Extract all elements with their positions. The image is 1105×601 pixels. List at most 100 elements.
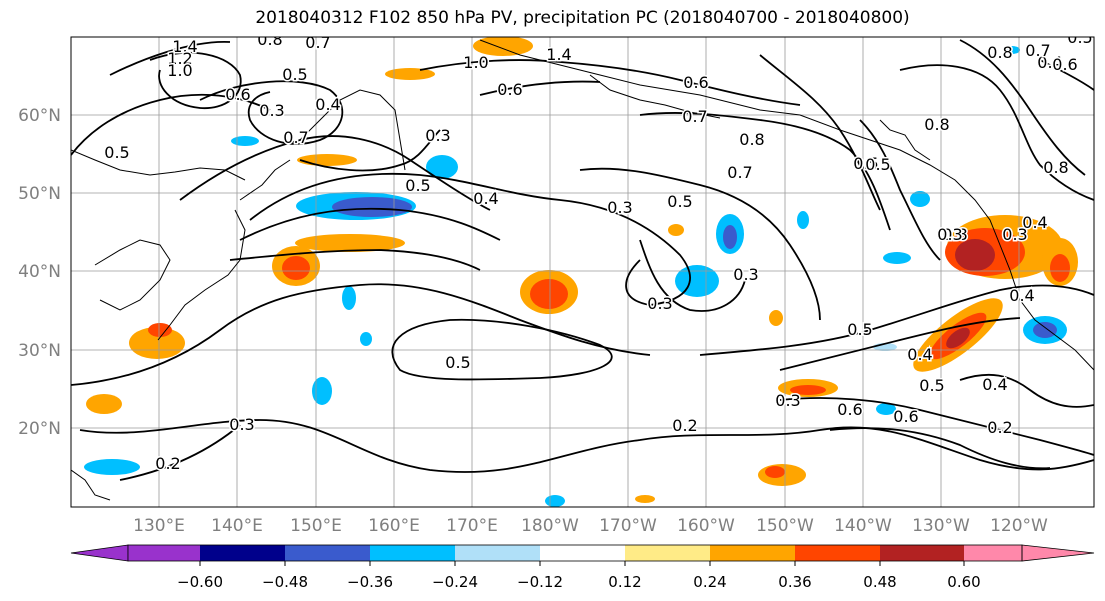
colorbar-tick-label: 0.48: [863, 573, 896, 591]
colorbar-extend-max: [1021, 544, 1095, 562]
contour: [71, 93, 271, 156]
contour-label: 0.2: [155, 454, 180, 473]
shade-patch: [1050, 254, 1070, 282]
contour: [959, 373, 1094, 408]
colorbar-tick-label: −0.60: [177, 573, 223, 591]
lon-label: 160°E: [368, 516, 420, 536]
lon-label: 160°W: [677, 516, 735, 536]
contour-label: 0.3: [937, 225, 962, 244]
contour-label: 0.6: [893, 407, 918, 426]
contour-label: 0.8: [924, 115, 949, 134]
shade-patch: [910, 191, 930, 207]
contour-label: 0.7: [305, 33, 330, 52]
shade-patch: [297, 154, 357, 166]
contour-label: 0.4: [473, 189, 498, 208]
longitude-labels: 130°E 140°E 150°E 160°E 170°E 180°W 170°W 160°W…: [133, 516, 1048, 536]
shade-patch: [332, 197, 412, 217]
plot-frame: [70, 36, 1095, 508]
shade-patch: [1004, 46, 1020, 54]
colorbar-segment: [795, 545, 880, 561]
contour-label: 0.3: [1002, 225, 1027, 244]
lat-label: 60°N: [18, 106, 61, 126]
contour: [179, 135, 491, 211]
contour-label: 0.3: [259, 101, 284, 120]
contour-label: 0.3: [733, 265, 758, 284]
coastline: [157, 209, 246, 341]
colorbar-segment: [710, 545, 795, 561]
contour-label: 0.4: [315, 95, 340, 114]
shade-patch: [426, 155, 458, 179]
contour-label: 0.3: [647, 294, 672, 313]
contour: [199, 80, 344, 145]
contour-label: 0.2: [987, 418, 1012, 437]
colorbar-segment: [200, 545, 285, 561]
shade-patch: [1033, 322, 1057, 338]
graticule: [71, 37, 1094, 507]
contour: [1039, 59, 1094, 91]
shade-patch: [955, 239, 995, 271]
lon-label: 130°W: [912, 516, 970, 536]
colorbar-tick-label: −0.24: [432, 573, 478, 591]
contour-label: 0.4: [982, 375, 1007, 394]
colorbar-segment: [964, 545, 1022, 561]
shade-patch: [876, 403, 896, 415]
contour: [391, 318, 613, 381]
lon-label: 150°E: [290, 516, 342, 536]
shade-patch: [797, 211, 809, 229]
shade-patch: [473, 37, 533, 56]
colorbar-tick-label: 0.24: [693, 573, 726, 591]
contour-label: 0.5: [1067, 28, 1092, 47]
lat-label: 40°N: [18, 262, 61, 282]
shade-patch: [790, 385, 826, 395]
contour-label: 0.3: [425, 126, 450, 145]
contour-label: 0.6: [837, 400, 862, 419]
contour-label: 1.0: [463, 53, 488, 72]
shade-patch: [129, 327, 185, 359]
shade-patch: [946, 327, 970, 349]
contour: [119, 424, 241, 481]
contour-label: 0.8: [987, 43, 1012, 62]
coastline: [299, 89, 406, 171]
contour-label: 0.3: [229, 415, 254, 434]
precipitation-shading: [84, 37, 1078, 507]
contour-label: 0.8: [257, 30, 282, 49]
contour-label: 0.4: [1037, 53, 1062, 72]
colorbar-tick-label: 0.36: [778, 573, 811, 591]
contour: [639, 239, 746, 312]
contour-label: 0.5: [667, 192, 692, 211]
contour-label: 0.6: [683, 73, 708, 92]
shade-patch: [312, 377, 332, 405]
contour-label: 0.5: [919, 376, 944, 395]
shade-patch: [769, 310, 783, 326]
contour-label: 1.2: [167, 49, 192, 68]
shade-patch: [530, 279, 568, 309]
contour-label: 0.8: [739, 130, 764, 149]
contour: [299, 129, 441, 172]
contour: [149, 51, 242, 109]
contour-label: 1.4: [172, 37, 197, 56]
contour-label: 0.7: [1025, 41, 1050, 60]
shade-patch: [883, 252, 911, 264]
contour-label: 0.4: [1009, 286, 1034, 305]
contour: [699, 284, 1094, 356]
shade-patch: [668, 224, 684, 236]
coastline: [239, 159, 291, 201]
contour: [249, 172, 691, 306]
lon-label: 140°E: [211, 516, 263, 536]
contour-label: 0.5: [865, 155, 890, 174]
contour: [639, 112, 891, 231]
contour: [759, 54, 881, 211]
lon-label: 140°W: [834, 516, 892, 536]
shade-patch: [675, 265, 719, 297]
coastline: [71, 149, 246, 181]
colorbar-segment: [455, 545, 540, 561]
shade-patch: [545, 495, 565, 507]
contour-label: 0.5: [405, 176, 430, 195]
colorbar-extend-min: [70, 544, 129, 562]
colorbar-tick-label: −0.48: [262, 573, 308, 591]
shade-patch: [282, 256, 310, 280]
shade-patch: [84, 459, 140, 475]
colorbar-segment: [880, 545, 964, 561]
lat-label: 50°N: [18, 184, 61, 204]
